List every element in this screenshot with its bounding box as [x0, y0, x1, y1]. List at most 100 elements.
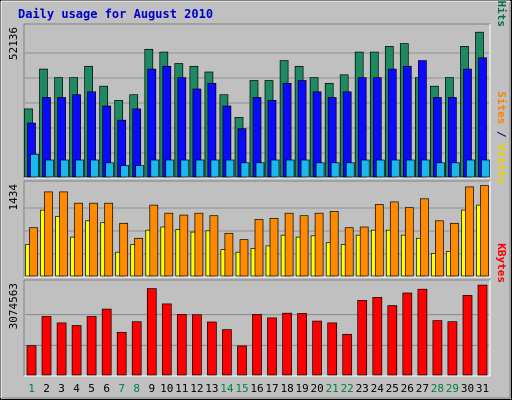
bar-sites-day-29: [450, 222, 459, 277]
chart-title: Daily usage for August 2010: [18, 7, 213, 21]
chart-panels: 52136 Pages / Files / Hits 1434 Sites / Vis…: [7, 0, 508, 377]
bar-kbytes-day-25: [387, 305, 398, 376]
bar-pages-day-15: [240, 162, 250, 178]
bar-pages-day-13: [210, 159, 220, 178]
bar-kbytes-day-16: [252, 314, 262, 376]
bar-pages-day-10: [165, 159, 175, 178]
panel-legend: KBytes: [495, 243, 508, 283]
legend-entry: /: [495, 0, 508, 1]
panel-max-label: 3074563: [7, 283, 20, 329]
bar-kbytes-day-6: [101, 308, 112, 376]
panel-pages-files-hits: 52136 Pages / Files / Hits: [7, 0, 508, 179]
day-label-21: 21: [326, 382, 339, 395]
bar-sites-day-26: [404, 207, 414, 277]
day-label-24: 24: [371, 382, 385, 395]
day-label-6: 6: [103, 382, 110, 395]
day-label-30: 30: [461, 382, 474, 395]
day-label-22: 22: [341, 382, 354, 395]
day-label-5: 5: [88, 382, 95, 395]
bar-kbytes-day-3: [56, 322, 67, 376]
day-label-15: 15: [235, 382, 248, 395]
day-label-29: 29: [446, 382, 459, 395]
bar-sites-day-1: [29, 227, 38, 277]
bar-sites-day-11: [179, 214, 189, 277]
bar-sites-day-2: [44, 191, 53, 277]
bar-pages-day-11: [180, 159, 190, 178]
bar-kbytes-day-27: [417, 288, 428, 376]
legend-entry: Visits: [495, 144, 508, 184]
bar-pages-day-5: [90, 159, 99, 178]
bar-pages-day-21: [330, 162, 340, 178]
bar-pages-day-8: [135, 165, 145, 178]
bar-kbytes-day-22: [342, 333, 353, 376]
bar-sites-day-5: [89, 202, 98, 277]
day-label-17: 17: [265, 382, 278, 395]
bar-pages-day-18: [285, 159, 295, 178]
legend-entry: KBytes: [495, 243, 508, 283]
bar-sites-day-10: [164, 212, 174, 277]
bar-pages-day-29: [451, 162, 460, 178]
bar-kbytes-day-5: [86, 316, 97, 376]
bar-sites-day-8: [134, 237, 144, 277]
bar-pages-day-1: [30, 153, 39, 178]
bar-sites-day-24: [374, 204, 384, 277]
bar-kbytes-day-12: [192, 314, 202, 376]
day-label-31: 31: [476, 382, 489, 395]
bar-kbytes-day-28: [432, 320, 443, 376]
bar-kbytes-day-19: [297, 313, 307, 376]
bar-pages-day-9: [150, 159, 160, 178]
panel-kbytes: 3074563 KBytes: [7, 243, 508, 377]
bar-kbytes-day-4: [71, 325, 82, 376]
bar-kbytes-day-17: [267, 317, 277, 376]
day-label-4: 4: [73, 382, 80, 395]
day-label-19: 19: [295, 382, 308, 395]
day-labels: 1 2 3 4 5 6 7 8 9 10 11 12 13 14 15 16 17 18 19 20 21 22 23 24 2…: [28, 382, 489, 395]
day-label-8: 8: [133, 382, 140, 395]
bar-kbytes-day-10: [161, 303, 172, 376]
panel-max-label: 52136: [7, 27, 20, 60]
day-label-9: 9: [148, 382, 155, 395]
bar-pages-day-16: [255, 162, 265, 178]
bar-kbytes-day-26: [402, 292, 413, 376]
bar-sites-day-31: [480, 185, 489, 277]
day-label-13: 13: [205, 382, 218, 395]
bar-pages-day-23: [360, 159, 370, 178]
day-label-26: 26: [401, 382, 414, 395]
bar-sites-day-27: [420, 198, 429, 277]
bar-kbytes-day-20: [312, 320, 322, 376]
bar-kbytes-day-18: [282, 312, 292, 376]
bar-pages-day-14: [225, 159, 235, 178]
bar-pages-day-31: [481, 159, 490, 178]
bar-pages-day-30: [466, 159, 475, 178]
day-label-18: 18: [280, 382, 293, 395]
bar-sites-day-16: [254, 219, 264, 277]
day-label-14: 14: [220, 382, 234, 395]
bar-pages-day-4: [75, 159, 84, 178]
bar-kbytes-day-29: [447, 321, 458, 376]
bar-pages-day-28: [436, 162, 445, 178]
bar-sites-day-28: [435, 220, 444, 277]
bar-sites-day-12: [194, 212, 204, 277]
bar-kbytes-day-14: [222, 329, 232, 376]
bar-kbytes-day-2: [41, 316, 52, 376]
bar-pages-day-19: [300, 159, 310, 178]
bar-sites-day-6: [104, 202, 114, 277]
bar-kbytes-day-21: [327, 322, 338, 376]
bar-kbytes-day-11: [176, 314, 187, 376]
day-label-7: 7: [118, 382, 125, 395]
bar-pages-day-6: [105, 162, 115, 178]
bar-pages-day-27: [421, 159, 430, 178]
bar-kbytes-day-1: [26, 345, 37, 376]
bar-kbytes-day-31: [477, 284, 488, 376]
bar-pages-day-26: [405, 159, 415, 178]
bar-kbytes-day-8: [131, 321, 142, 376]
bar-kbytes-day-13: [207, 321, 217, 376]
bar-kbytes-day-9: [146, 288, 157, 376]
bar-pages-day-22: [345, 162, 355, 178]
day-label-23: 23: [356, 382, 369, 395]
day-label-11: 11: [175, 382, 188, 395]
panel-legend: Sites / Visits: [495, 91, 508, 184]
panel-max-label: 1434: [7, 184, 20, 211]
bar-sites-day-15: [239, 239, 249, 277]
day-label-1: 1: [28, 382, 35, 395]
